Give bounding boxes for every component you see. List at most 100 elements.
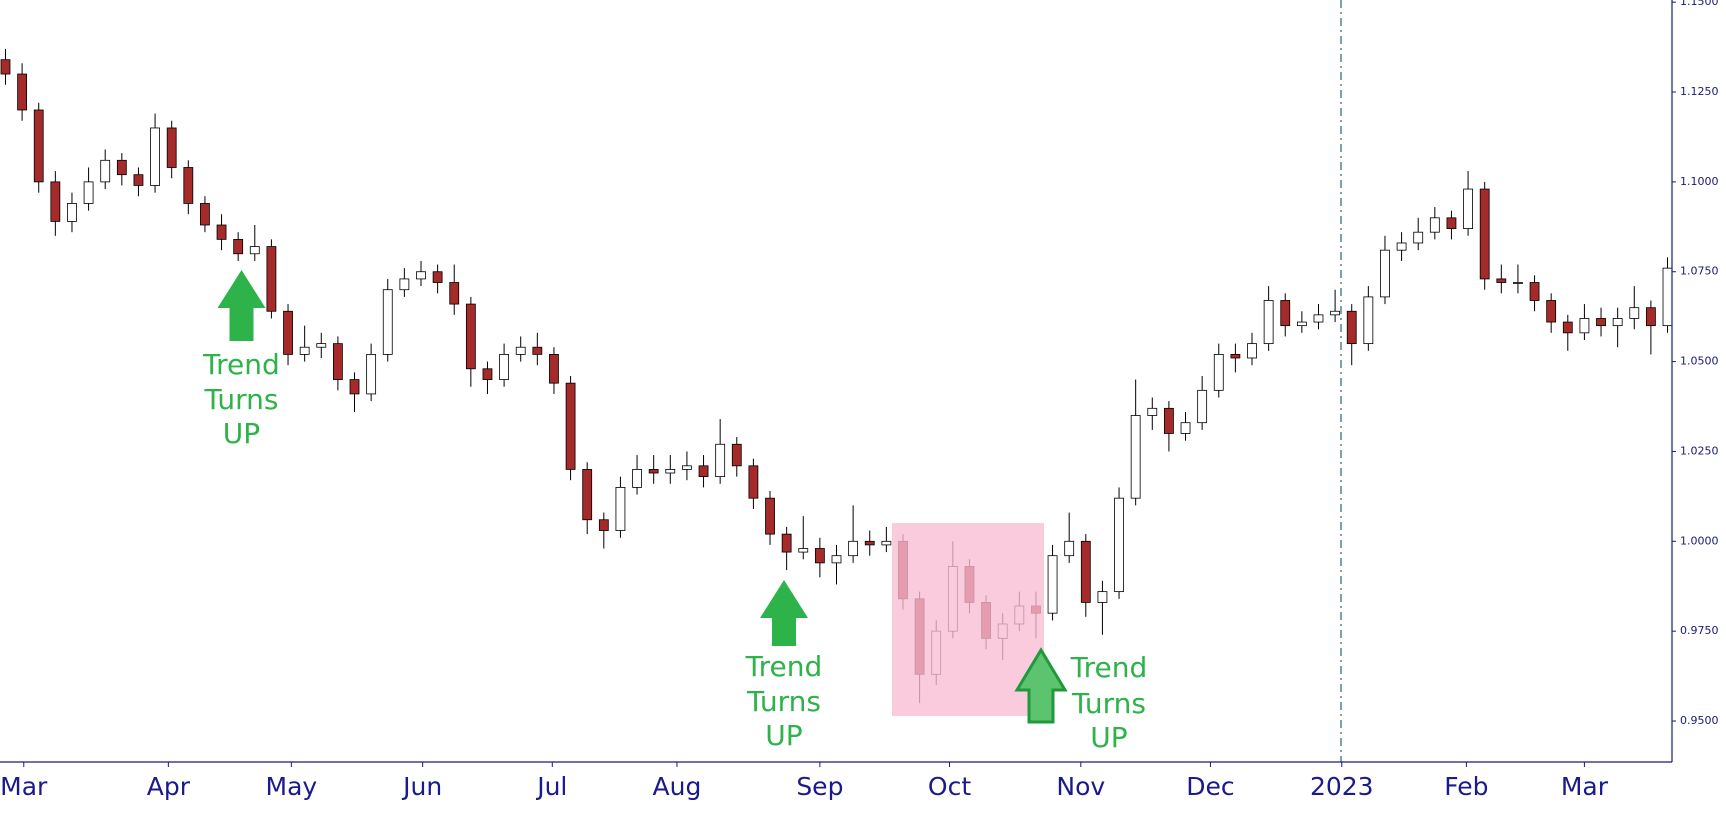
candle-body bbox=[366, 354, 377, 395]
candle-body bbox=[1047, 555, 1058, 614]
candle-body bbox=[1080, 540, 1091, 603]
candle-body bbox=[682, 465, 692, 470]
candle-body bbox=[0, 59, 11, 75]
candle-body bbox=[432, 271, 443, 283]
candle-body bbox=[83, 181, 94, 204]
candle-body bbox=[1496, 278, 1507, 283]
candle-body bbox=[1380, 249, 1390, 298]
arrow-up bbox=[1014, 647, 1068, 724]
candle-body bbox=[1562, 321, 1573, 334]
candle-body bbox=[1396, 242, 1407, 251]
candle-body bbox=[1097, 591, 1108, 603]
y-tick-label: 1.0750 bbox=[1680, 265, 1719, 278]
candle-body bbox=[648, 469, 659, 474]
candle-body bbox=[565, 382, 576, 470]
candle-body bbox=[67, 203, 77, 222]
highlight-zone bbox=[892, 523, 1044, 716]
x-tick-label: Apr bbox=[147, 772, 191, 801]
candle-body bbox=[798, 548, 809, 553]
y-tick-label: 0.9500 bbox=[1680, 714, 1719, 727]
y-tick-label: 1.0000 bbox=[1680, 534, 1719, 547]
candle-body bbox=[482, 368, 493, 380]
x-tick-label: Feb bbox=[1444, 772, 1488, 801]
candle-body bbox=[1645, 307, 1656, 327]
x-tick-label: Jul bbox=[535, 772, 567, 801]
candle-body bbox=[1546, 300, 1557, 323]
candle-body bbox=[1280, 300, 1291, 327]
candle-body bbox=[1296, 321, 1307, 327]
x-tick-label: Aug bbox=[653, 772, 702, 801]
annotation-text: Trend bbox=[745, 650, 823, 683]
candle-body bbox=[465, 303, 476, 370]
candle-body bbox=[1363, 296, 1374, 345]
candle-body bbox=[881, 540, 892, 546]
candle-body bbox=[133, 174, 144, 186]
candle-body bbox=[332, 343, 343, 380]
candle-body bbox=[615, 486, 626, 531]
candle-body bbox=[100, 159, 111, 183]
candle-body bbox=[515, 346, 526, 355]
candle-body bbox=[499, 354, 509, 380]
candle-body bbox=[765, 497, 775, 535]
candle-body bbox=[665, 469, 676, 474]
candle-body bbox=[1313, 314, 1324, 323]
candle-body bbox=[781, 533, 792, 553]
candle-body bbox=[1529, 282, 1540, 301]
candle-body bbox=[1247, 343, 1257, 359]
candle-body bbox=[33, 109, 44, 183]
candle-body bbox=[382, 289, 393, 355]
x-tick-label: Sep bbox=[796, 772, 843, 801]
candle-body bbox=[116, 159, 127, 176]
candle-body bbox=[1662, 267, 1673, 327]
candle-body bbox=[166, 127, 177, 168]
y-tick-label: 0.9750 bbox=[1680, 624, 1719, 637]
candle-body bbox=[449, 282, 460, 305]
candle-body bbox=[1114, 497, 1124, 593]
y-tick-label: 1.1500 bbox=[1680, 0, 1719, 8]
candle-body bbox=[582, 469, 593, 521]
candle-body bbox=[1413, 231, 1424, 244]
x-tick-label: May bbox=[266, 772, 318, 801]
x-tick-label: Jun bbox=[401, 772, 442, 801]
candle-body bbox=[266, 246, 277, 312]
candle-body bbox=[1479, 188, 1490, 280]
candle-body bbox=[233, 238, 244, 255]
x-tick-label: Mar bbox=[0, 772, 48, 801]
candle-body bbox=[1064, 540, 1075, 557]
candle-body bbox=[831, 555, 842, 564]
annotation-text: UP bbox=[765, 719, 802, 752]
candle-body bbox=[349, 379, 360, 395]
candle-body bbox=[316, 343, 327, 348]
annotation-text: UP bbox=[1090, 721, 1127, 754]
candle-body bbox=[1429, 217, 1440, 233]
candle-body bbox=[698, 465, 709, 478]
candle-body bbox=[532, 346, 543, 355]
candle-body bbox=[1197, 389, 1208, 424]
candle-body bbox=[1346, 310, 1357, 345]
candle-body bbox=[1263, 300, 1274, 345]
candle-body bbox=[1213, 354, 1224, 391]
x-tick-label: Dec bbox=[1186, 772, 1234, 801]
candle-body bbox=[549, 354, 559, 384]
candle-body bbox=[1629, 307, 1640, 319]
candle-body bbox=[632, 469, 642, 488]
arrow-up bbox=[760, 580, 808, 646]
arrow-up bbox=[217, 270, 266, 341]
candle-body bbox=[1612, 318, 1623, 327]
candle-body bbox=[1513, 282, 1523, 284]
candle-body bbox=[416, 271, 426, 280]
candle-body bbox=[1147, 407, 1158, 416]
candle-body bbox=[864, 540, 875, 546]
candle-body bbox=[1180, 422, 1191, 434]
candle-body bbox=[17, 73, 28, 111]
candle-body bbox=[283, 310, 293, 355]
candle-body bbox=[183, 167, 194, 204]
candle-body bbox=[748, 465, 759, 499]
x-tick-label: 2023 bbox=[1310, 772, 1374, 801]
candle-body bbox=[598, 519, 609, 531]
candle-body bbox=[731, 443, 742, 467]
x-tick-label: Nov bbox=[1056, 772, 1105, 801]
candle-body bbox=[1579, 318, 1590, 334]
candle-body bbox=[814, 548, 825, 564]
